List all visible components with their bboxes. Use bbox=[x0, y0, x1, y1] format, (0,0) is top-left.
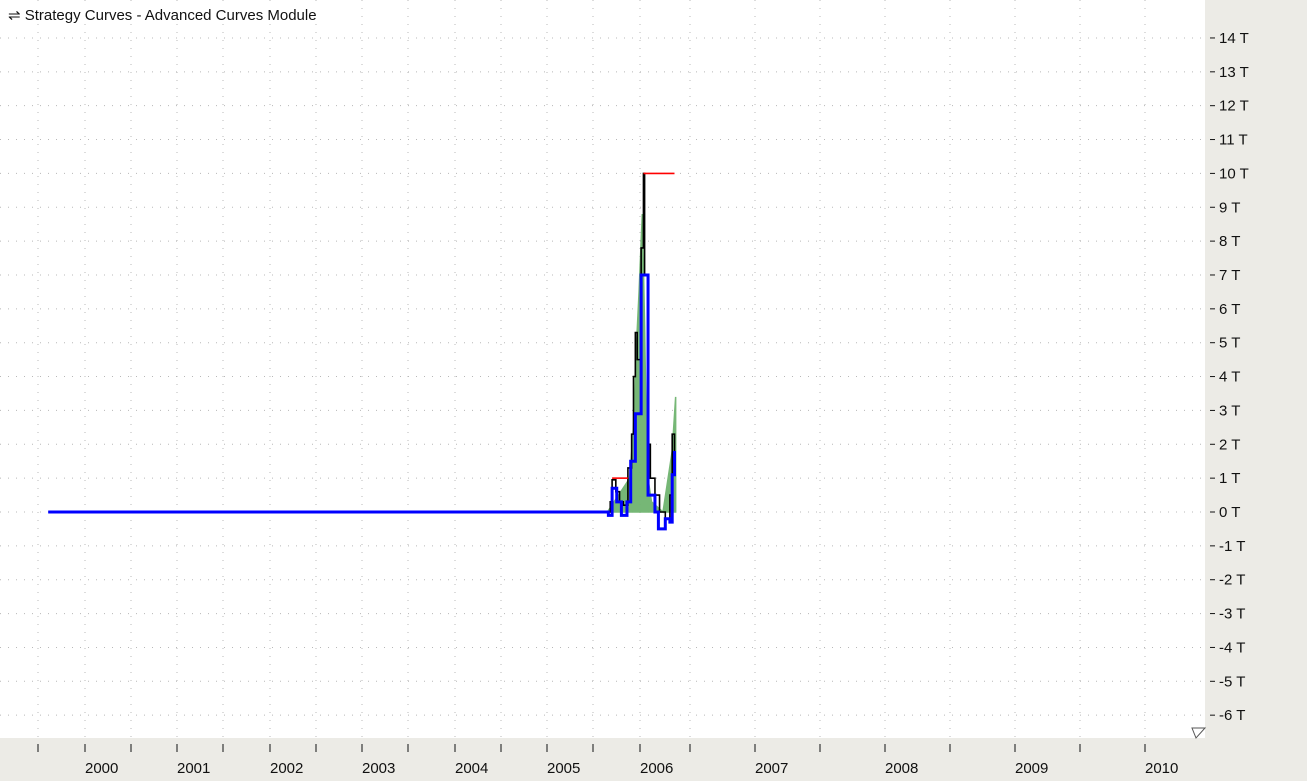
y-tick-label: -4 T bbox=[1219, 639, 1245, 656]
y-tick-label: 8 T bbox=[1219, 233, 1240, 250]
y-tick-label: 6 T bbox=[1219, 301, 1240, 318]
y-tick-label: 10 T bbox=[1219, 165, 1249, 182]
y-tick-label: -2 T bbox=[1219, 572, 1245, 589]
y-tick-label: 3 T bbox=[1219, 402, 1240, 419]
x-tick-label: 2007 bbox=[755, 760, 788, 777]
series-layer bbox=[48, 172, 677, 531]
x-tick-label: 2003 bbox=[362, 760, 395, 777]
grid bbox=[0, 0, 1205, 738]
y-tick-label: 4 T bbox=[1219, 369, 1240, 386]
y-axis: 14 T 13 T 12 T 11 T 10 T 9 T 8 T 7 T 6 T 5 T 4 T 3 … bbox=[1210, 30, 1249, 724]
x-tick-label: 2006 bbox=[640, 760, 673, 777]
y-tick-label: 11 T bbox=[1219, 132, 1248, 149]
x-tick-label: 2002 bbox=[270, 760, 303, 777]
x-tick-label: 2005 bbox=[547, 760, 580, 777]
y-tick-label: 5 T bbox=[1219, 335, 1240, 352]
y-tick-label: 9 T bbox=[1219, 199, 1240, 216]
series-line-2 bbox=[48, 273, 676, 531]
y-tick-label: 12 T bbox=[1219, 98, 1249, 115]
x-tick-label: 2009 bbox=[1015, 760, 1048, 777]
plot-area bbox=[0, 0, 1205, 738]
x-tick-label: 2001 bbox=[177, 760, 210, 777]
y-tick-label: 7 T bbox=[1219, 267, 1240, 284]
chart-title: ⇌ Strategy Curves - Advanced Curves Modu… bbox=[8, 6, 321, 24]
swap-arrows-icon: ⇌ bbox=[8, 7, 21, 24]
y-tick-label: -3 T bbox=[1219, 606, 1245, 623]
y-tick-label: 0 T bbox=[1219, 504, 1240, 521]
y-tick-label: 14 T bbox=[1219, 30, 1249, 47]
x-tick-label: 2000 bbox=[85, 760, 118, 777]
y-tick-label: -6 T bbox=[1219, 707, 1245, 724]
y-tick-label: 13 T bbox=[1219, 64, 1249, 81]
y-tick-label: 1 T bbox=[1219, 470, 1240, 487]
y-tick-label: -5 T bbox=[1219, 673, 1245, 690]
y-tick-label: 2 T bbox=[1219, 436, 1240, 453]
x-tick-label: 2004 bbox=[455, 760, 488, 777]
x-tick-label: 2008 bbox=[885, 760, 918, 777]
chart-title-text: Strategy Curves - Advanced Curves Module bbox=[24, 7, 317, 24]
x-axis: 2000 2001 2002 2003 2004 2005 2006 2007 2008 2009… bbox=[37, 744, 1178, 777]
resize-grip-icon[interactable] bbox=[1191, 727, 1207, 739]
x-tick-label: 2010 bbox=[1145, 760, 1178, 777]
y-tick-label: -1 T bbox=[1219, 538, 1245, 555]
